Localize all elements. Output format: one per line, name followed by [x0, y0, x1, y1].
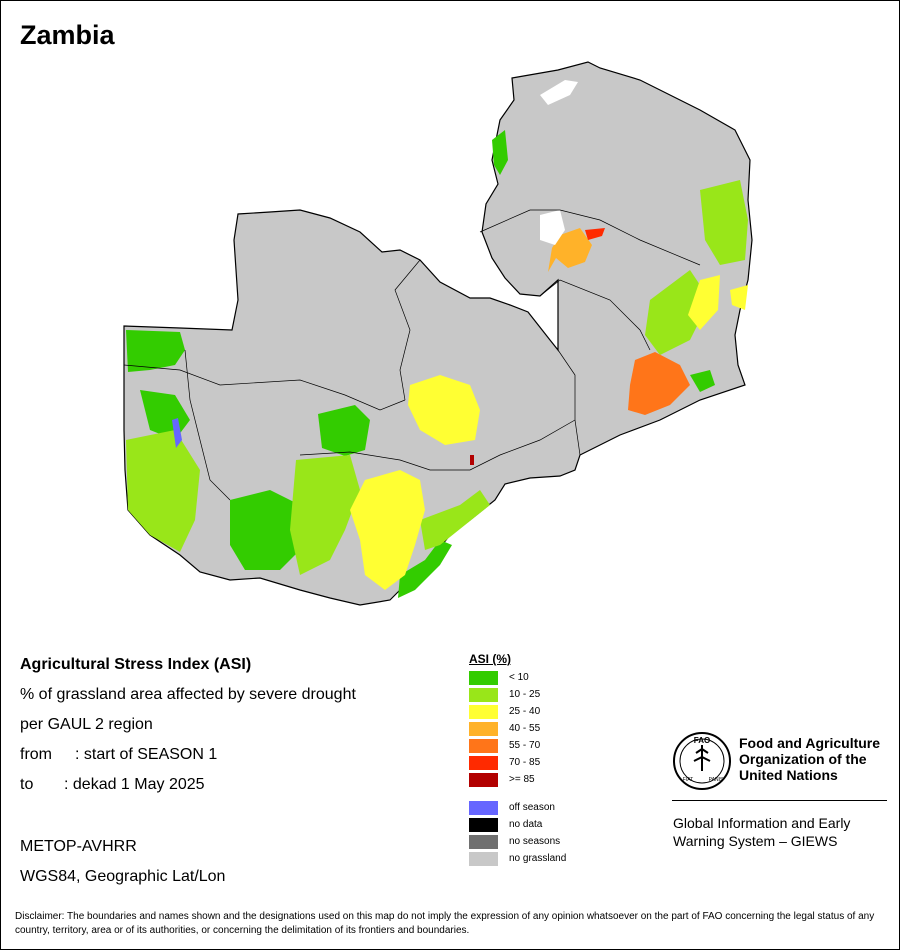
legend-swatch: [469, 801, 498, 815]
giews-line2: Warning System – GIEWS: [673, 833, 838, 849]
org-name-line1: Food and Agriculture: [739, 735, 881, 751]
org-name-line2: Organization of the: [739, 751, 867, 767]
asi-region-northeast: [700, 180, 748, 265]
nodata-white-patches: [540, 80, 578, 245]
fao-org-name: Food and Agriculture Organization of the…: [739, 735, 889, 783]
info-from-label: from: [20, 746, 52, 763]
info-region-level: per GAUL 2 region: [20, 716, 153, 733]
logo-text: FAO: [694, 736, 710, 745]
asi-region-east-plateau: [688, 275, 720, 330]
asi-region-south-2: [420, 490, 490, 550]
asi-region-darkred-1: [470, 455, 474, 465]
legend-swatch: [469, 739, 498, 753]
asi-region-east-1: [690, 370, 715, 392]
zambia-asi-map: [123, 61, 753, 606]
asi-region-east-valley: [645, 270, 710, 355]
legend-swatch: [469, 818, 498, 832]
legend-label: off season: [509, 802, 555, 813]
asi-region-central-west: [318, 405, 370, 456]
legend-label: no data: [509, 819, 543, 830]
info-title: Agricultural Stress Index (ASI): [20, 656, 252, 673]
legend-swatch: [469, 773, 498, 787]
asi-region-northeast-2: [730, 285, 748, 310]
legend-label: >= 85: [509, 774, 535, 785]
asi-region-north-strip: [492, 130, 508, 175]
asi-region-southwest: [290, 455, 360, 575]
info-to-value: : dekad 1 May 2025: [64, 776, 205, 793]
legend-label: 10 - 25: [509, 689, 541, 700]
info-subtitle: % of grassland area affected by severe d…: [20, 686, 356, 703]
lake-patch-bangweulu: [540, 210, 565, 245]
info-projection: WGS84, Geographic Lat/Lon: [20, 868, 226, 885]
asi-region-west-plains: [126, 430, 200, 552]
legend-label: < 10: [509, 672, 529, 683]
legend-swatch: [469, 852, 498, 866]
legend-label: no grassland: [509, 853, 567, 864]
legend-swatch: [469, 756, 498, 770]
legend-swatch: [469, 835, 498, 849]
asi-region-west-1: [126, 330, 185, 372]
map-title: Zambia: [20, 20, 115, 50]
asi-lt10-areas: [126, 130, 715, 598]
org-divider: [672, 800, 887, 801]
asi-region-red-1: [585, 228, 605, 240]
legend-label: 70 - 85: [509, 757, 541, 768]
org-name-line3: United Nations: [739, 767, 838, 783]
asi-70-plus-areas: [470, 228, 605, 465]
legend-swatch: [469, 688, 498, 702]
off-season-strip: [172, 418, 182, 448]
logo-motto-right: PANIS: [709, 777, 724, 783]
asi-10-25-areas: [126, 180, 748, 575]
asi-region-south-1: [398, 540, 452, 598]
legend-title: ASI (%): [469, 652, 511, 666]
giews-name: Global Information and Early Warning Sys…: [673, 814, 850, 850]
info-to-label: to: [20, 776, 34, 793]
legend-label: 55 - 70: [509, 740, 541, 751]
info-sensor: METOP-AVHRR: [20, 838, 137, 855]
legend-label: 25 - 40: [509, 706, 541, 717]
asi-25-40-areas: [350, 275, 748, 590]
asi-region-west-2: [230, 490, 300, 570]
lake-patch-north: [540, 80, 578, 105]
legend-swatch: [469, 671, 498, 685]
country-zambia: [123, 61, 753, 606]
giews-line1: Global Information and Early: [673, 815, 851, 831]
legend-swatch: [469, 722, 498, 736]
asi-region-central: [408, 375, 480, 445]
legend-swatch: [469, 705, 498, 719]
info-from-value: : start of SEASON 1: [75, 746, 218, 763]
legend-label: no seasons: [509, 836, 561, 847]
asi-region-luangwa: [628, 352, 690, 415]
disclaimer-text: Disclaimer: The boundaries and names sho…: [15, 911, 875, 936]
admin-boundaries: [123, 209, 701, 501]
asi-region-south-central: [350, 470, 425, 590]
legend-label: 40 - 55: [509, 723, 541, 734]
logo-motto-left: FIAT: [683, 777, 693, 783]
fao-logo-icon: FAO FIAT PANIS: [673, 732, 731, 790]
